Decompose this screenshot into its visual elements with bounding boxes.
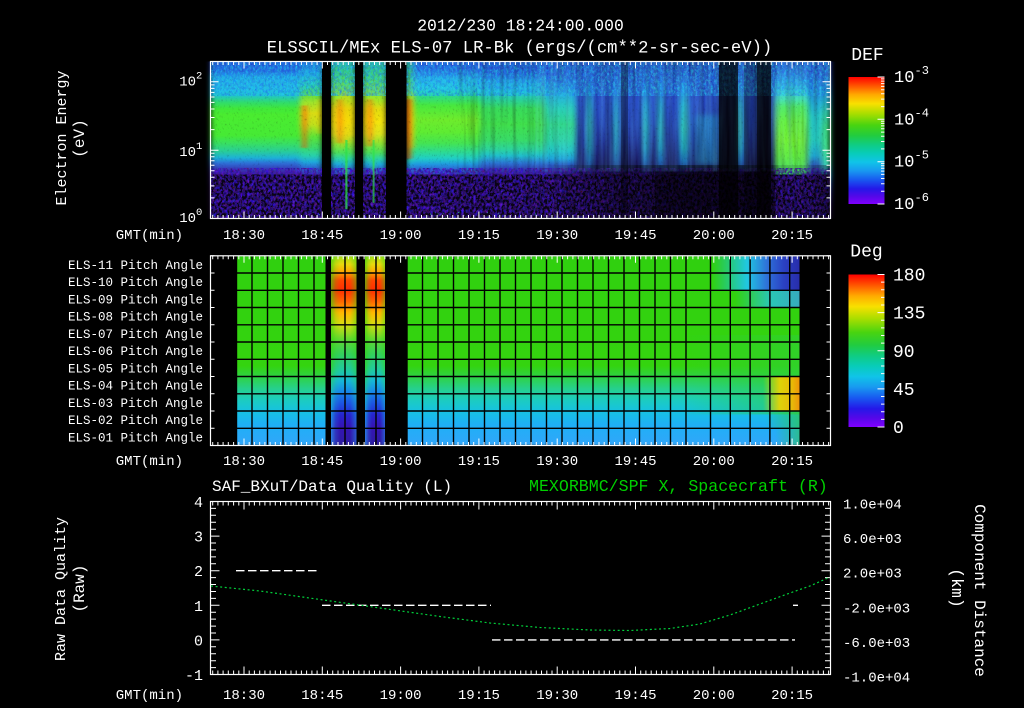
svg-text:-3: -3	[915, 64, 929, 78]
svg-text:10: 10	[894, 69, 914, 88]
svg-text:20:00: 20:00	[693, 228, 735, 244]
svg-text:19:45: 19:45	[614, 228, 656, 244]
svg-text:19:30: 19:30	[536, 688, 578, 704]
svg-text:(Raw): (Raw)	[71, 564, 89, 612]
svg-text:ELS-07 Pitch Angle: ELS-07 Pitch Angle	[68, 328, 203, 342]
svg-text:ELSSCIL/MEx ELS-07 LR-Bk (erg: ELSSCIL/MEx ELS-07 LR-Bk (ergs/(cm**2-sr…	[267, 40, 772, 59]
svg-text:19:30: 19:30	[536, 454, 578, 470]
svg-text:ELS-09 Pitch Angle: ELS-09 Pitch Angle	[68, 293, 203, 307]
svg-text:-2.0e+03: -2.0e+03	[843, 601, 910, 617]
svg-text:MEXORBMC/SPF X, Spacecraft (R): MEXORBMC/SPF X, Spacecraft (R)	[529, 477, 828, 496]
svg-text:0: 0	[893, 419, 904, 439]
svg-text:0: 0	[196, 207, 202, 219]
svg-text:20:00: 20:00	[693, 688, 735, 704]
svg-text:20:15: 20:15	[771, 688, 813, 704]
svg-text:20:15: 20:15	[771, 228, 813, 244]
svg-text:GMT(min): GMT(min)	[116, 454, 183, 470]
svg-text:2: 2	[194, 564, 203, 581]
svg-text:ELS-02 Pitch Angle: ELS-02 Pitch Angle	[68, 414, 203, 428]
svg-text:10: 10	[894, 154, 914, 173]
svg-text:(eV): (eV)	[71, 119, 89, 157]
svg-text:10: 10	[179, 145, 196, 161]
svg-text:10: 10	[179, 211, 196, 227]
svg-text:135: 135	[893, 305, 925, 325]
svg-text:ELS-03 Pitch Angle: ELS-03 Pitch Angle	[68, 397, 203, 411]
svg-text:ELS-05 Pitch Angle: ELS-05 Pitch Angle	[68, 362, 203, 376]
svg-text:ELS-08 Pitch Angle: ELS-08 Pitch Angle	[68, 311, 203, 325]
svg-text:2: 2	[196, 71, 202, 83]
svg-text:Component Distance: Component Distance	[970, 504, 988, 677]
svg-text:2.0e+03: 2.0e+03	[843, 567, 902, 583]
svg-text:19:45: 19:45	[614, 454, 656, 470]
svg-text:ELS-10 Pitch Angle: ELS-10 Pitch Angle	[68, 276, 203, 290]
svg-text:-6.0e+03: -6.0e+03	[843, 636, 910, 652]
svg-text:Electron Energy: Electron Energy	[54, 70, 71, 205]
svg-text:10: 10	[894, 196, 914, 215]
svg-text:-6: -6	[915, 191, 929, 205]
svg-text:2012/230 18:24:00.000: 2012/230 18:24:00.000	[417, 17, 624, 36]
svg-text:0: 0	[194, 633, 203, 650]
svg-text:18:45: 18:45	[301, 228, 343, 244]
svg-text:1: 1	[194, 599, 203, 616]
svg-text:19:00: 19:00	[380, 454, 422, 470]
svg-text:45: 45	[893, 381, 915, 401]
svg-text:18:45: 18:45	[301, 688, 343, 704]
svg-text:90: 90	[893, 343, 915, 363]
svg-text:10: 10	[894, 111, 914, 130]
svg-text:SAF_BXuT/Data Quality (L): SAF_BXuT/Data Quality (L)	[212, 478, 452, 496]
svg-text:20:00: 20:00	[693, 454, 735, 470]
svg-text:1: 1	[196, 141, 202, 153]
svg-text:ELS-11 Pitch Angle: ELS-11 Pitch Angle	[68, 259, 203, 273]
svg-text:ELS-06 Pitch Angle: ELS-06 Pitch Angle	[68, 345, 203, 359]
svg-text:18:30: 18:30	[223, 228, 265, 244]
svg-text:GMT(min): GMT(min)	[116, 228, 183, 244]
svg-text:-4: -4	[915, 106, 929, 120]
svg-text:19:15: 19:15	[458, 688, 500, 704]
svg-text:19:15: 19:15	[458, 454, 500, 470]
svg-text:1.0e+04: 1.0e+04	[843, 498, 902, 514]
svg-text:-5: -5	[915, 149, 929, 163]
svg-text:ELS-04 Pitch Angle: ELS-04 Pitch Angle	[68, 380, 203, 394]
svg-text:20:15: 20:15	[771, 454, 813, 470]
svg-text:DEF: DEF	[851, 46, 883, 66]
svg-text:19:00: 19:00	[380, 228, 422, 244]
svg-text:3: 3	[194, 530, 203, 547]
svg-text:(km): (km)	[947, 568, 966, 608]
svg-text:ELS-01 Pitch Angle: ELS-01 Pitch Angle	[68, 431, 203, 445]
svg-text:-1.0e+04: -1.0e+04	[843, 671, 910, 687]
svg-text:19:45: 19:45	[614, 688, 656, 704]
svg-text:4: 4	[194, 495, 203, 512]
svg-text:19:30: 19:30	[536, 228, 578, 244]
svg-text:10: 10	[179, 75, 196, 91]
svg-text:180: 180	[893, 267, 925, 287]
svg-text:GMT(min): GMT(min)	[116, 688, 183, 704]
svg-text:18:30: 18:30	[223, 688, 265, 704]
svg-text:6.0e+03: 6.0e+03	[843, 532, 902, 548]
svg-text:-1: -1	[185, 668, 203, 685]
svg-text:19:00: 19:00	[380, 688, 422, 704]
svg-text:18:45: 18:45	[301, 454, 343, 470]
svg-text:18:30: 18:30	[223, 454, 265, 470]
svg-text:19:15: 19:15	[458, 228, 500, 244]
svg-text:Deg: Deg	[850, 243, 882, 263]
svg-text:Raw Data Quality: Raw Data Quality	[53, 517, 70, 661]
